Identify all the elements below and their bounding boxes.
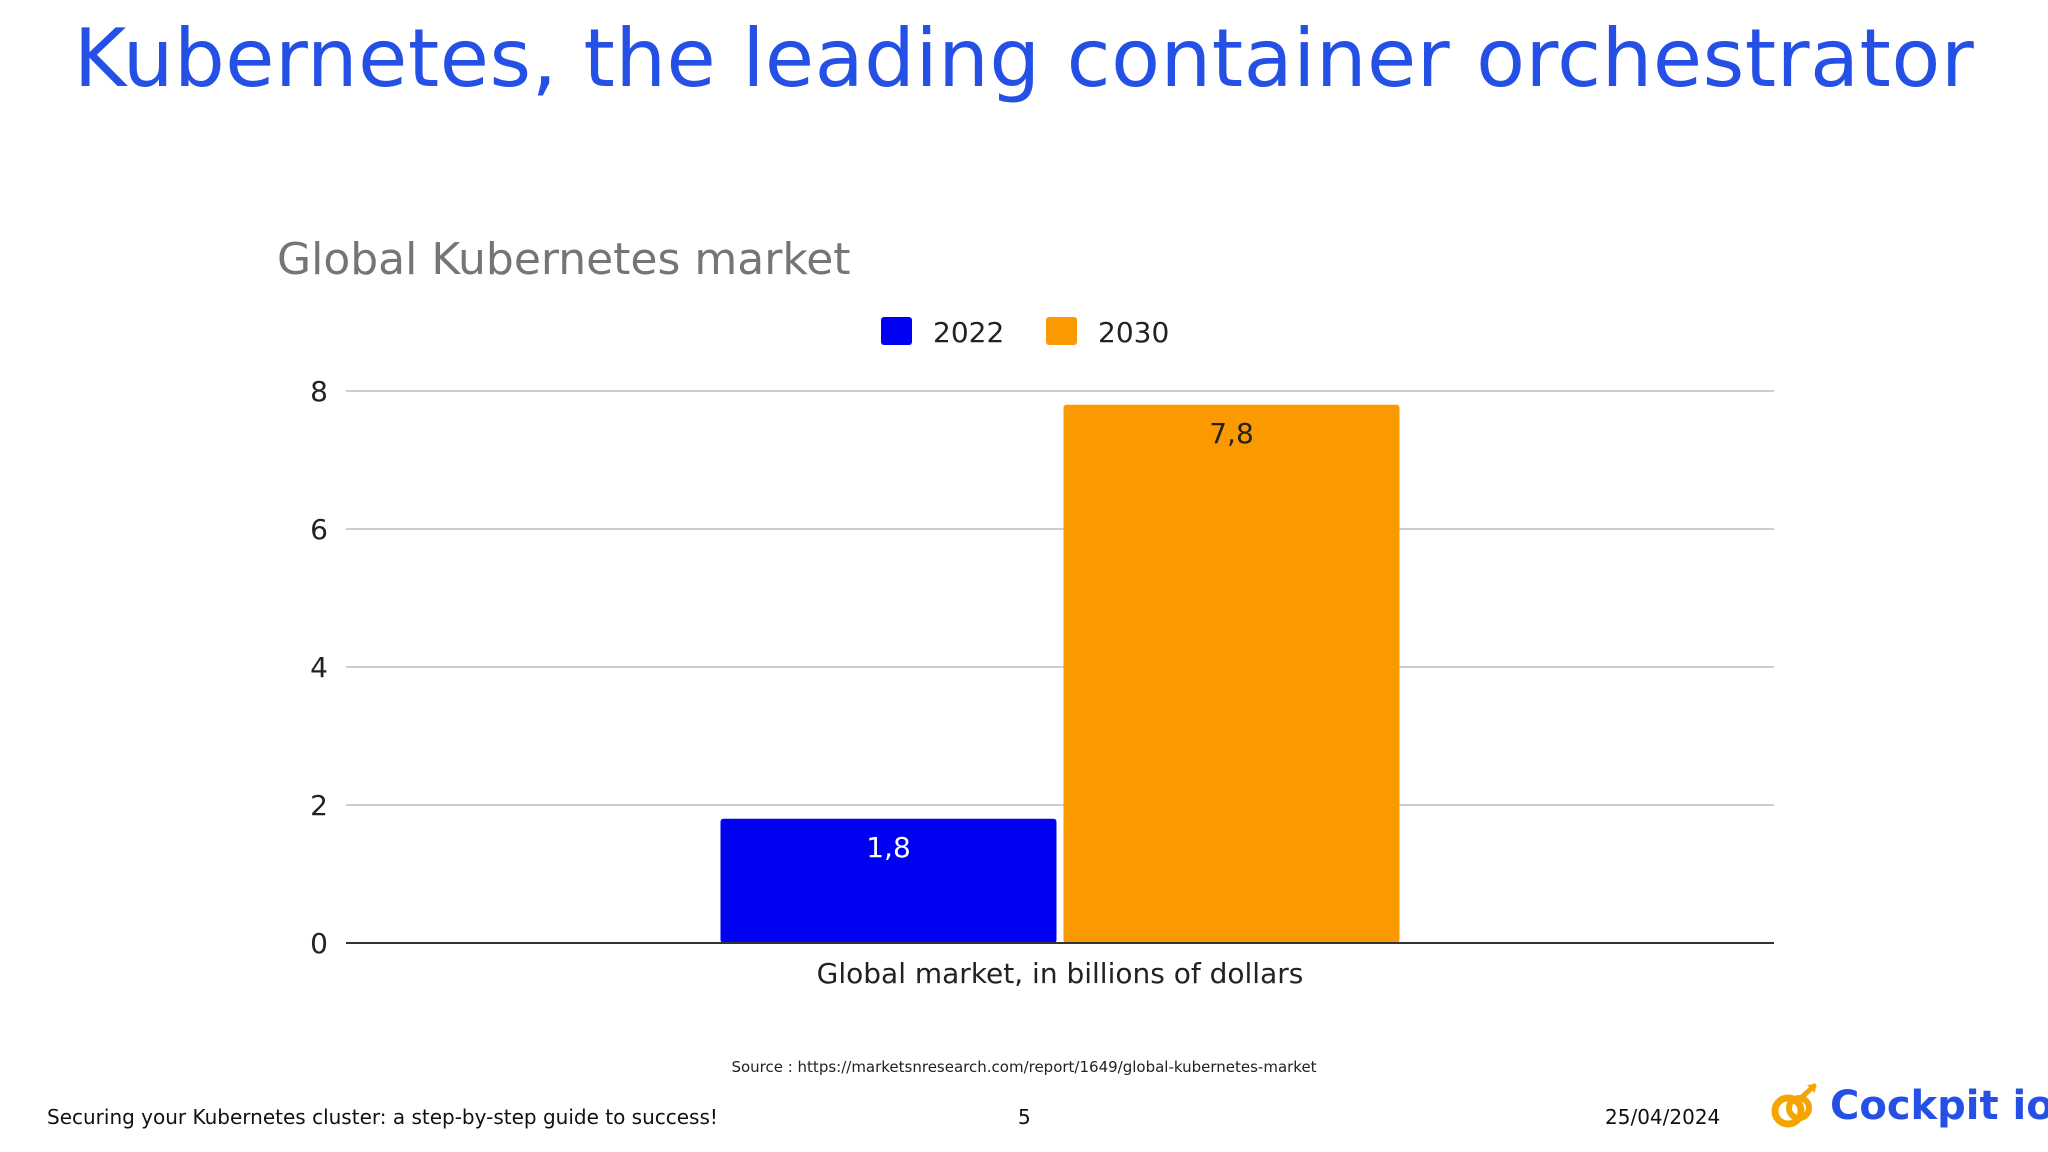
legend-label-2030: 2030 <box>1098 316 1169 349</box>
legend: 2022 2030 <box>881 316 1169 349</box>
slide-title: Kubernetes, the leading container orches… <box>73 12 1975 105</box>
page-number: 5 <box>1018 1105 1031 1129</box>
y-axis-ticks: 0 2 4 6 8 <box>310 375 328 960</box>
logo-text: Cockpit io <box>1830 1083 2048 1129</box>
y-tick-label: 4 <box>310 651 328 684</box>
y-tick-label: 0 <box>310 927 328 960</box>
cockpit-logo-icon <box>1771 1083 1817 1128</box>
footer-date: 25/04/2024 <box>1605 1105 1721 1129</box>
bar-2030 <box>1063 404 1400 943</box>
legend-label-2022: 2022 <box>933 316 1004 349</box>
y-tick-label: 6 <box>310 513 328 546</box>
bar-2022 <box>720 818 1057 943</box>
legend-swatch-2030 <box>1046 317 1077 345</box>
bars: 1,8 7,8 <box>720 404 1400 943</box>
bar-value-label-2030: 7,8 <box>1209 417 1254 450</box>
chart-title: Global Kubernetes market <box>277 234 851 285</box>
bar-value-label-2022: 1,8 <box>866 831 911 864</box>
y-tick-label: 8 <box>310 375 328 408</box>
cockpit-io-logo: Cockpit io <box>1768 1080 2048 1132</box>
source-citation: Source : https://marketsnresearch.com/re… <box>731 1058 1317 1076</box>
y-tick-label: 2 <box>310 789 328 822</box>
legend-swatch-2022 <box>881 317 912 345</box>
footer-presentation-title: Securing your Kubernetes cluster: a step… <box>47 1105 718 1129</box>
x-axis-category-label: Global market, in billions of dollars <box>817 957 1304 990</box>
gridlines <box>346 390 1774 806</box>
